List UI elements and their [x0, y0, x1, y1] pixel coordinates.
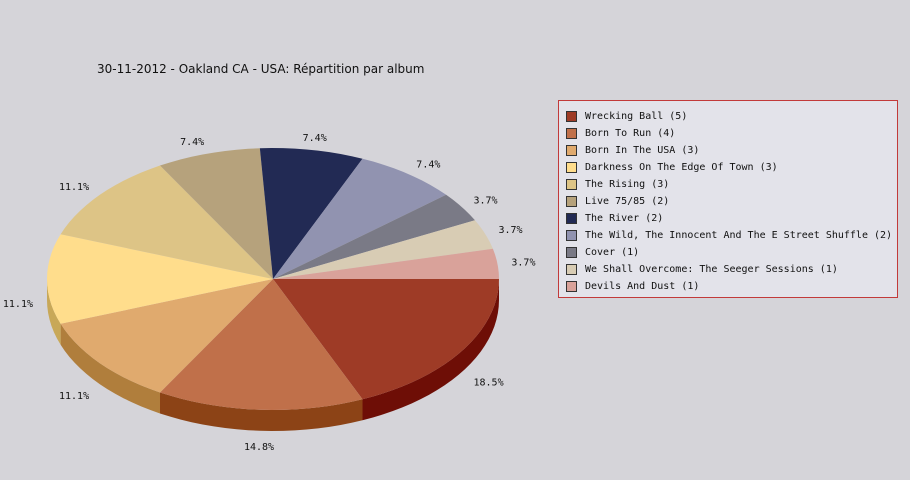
- legend-item-0: Wrecking Ball (5): [566, 108, 897, 125]
- pie-percent-label-9: 3.7%: [499, 225, 523, 236]
- pie-slice-2[interactable]: [60, 279, 273, 393]
- pie-slice-4[interactable]: [60, 165, 273, 279]
- legend-item-9: We Shall Overcome: The Seeger Sessions (…: [566, 261, 897, 278]
- legend-label-5: Live 75/85 (2): [585, 196, 670, 207]
- legend-label-10: Devils And Dust (1): [585, 281, 700, 292]
- pie-percent-label-8: 3.7%: [474, 195, 498, 206]
- legend-label-7: The Wild, The Innocent And The E Street …: [585, 230, 893, 241]
- pie-side-0: [362, 279, 499, 421]
- legend-swatch-0: [566, 111, 577, 122]
- legend-label-1: Born To Run (4): [585, 128, 676, 139]
- legend-item-5: Live 75/85 (2): [566, 193, 897, 210]
- pie-slice-9[interactable]: [273, 220, 493, 279]
- pie-percent-label-4: 11.1%: [59, 182, 89, 193]
- pie-percent-label-6: 7.4%: [303, 133, 327, 144]
- legend-item-1: Born To Run (4): [566, 125, 897, 142]
- legend-item-10: Devils And Dust (1): [566, 278, 897, 295]
- pie-percent-label-0: 18.5%: [474, 378, 504, 389]
- pie-slice-3[interactable]: [47, 234, 273, 324]
- pie-side-1: [160, 392, 363, 431]
- legend-swatch-4: [566, 179, 577, 190]
- legend-label-9: We Shall Overcome: The Seeger Sessions (…: [585, 264, 838, 275]
- legend-item-6: The River (2): [566, 210, 897, 227]
- pie-depth: [47, 279, 499, 431]
- pie-slices: [47, 148, 499, 410]
- pie-side-2: [60, 323, 160, 414]
- legend-label-8: Cover (1): [585, 247, 640, 258]
- pie-percent-label-10: 3.7%: [511, 257, 535, 268]
- legend-item-3: Darkness On The Edge Of Town (3): [566, 159, 897, 176]
- legend-swatch-8: [566, 247, 577, 258]
- legend-item-7: The Wild, The Innocent And The E Street …: [566, 227, 897, 244]
- legend-label-2: Born In The USA (3): [585, 145, 700, 156]
- legend-label-6: The River (2): [585, 213, 664, 224]
- pie-slice-8[interactable]: [273, 194, 475, 279]
- legend-item-4: The Rising (3): [566, 176, 897, 193]
- legend-swatch-5: [566, 196, 577, 207]
- pie-percent-label-1: 14.8%: [244, 442, 274, 453]
- pie-slice-5[interactable]: [160, 148, 273, 279]
- pie-slice-6[interactable]: [259, 148, 363, 279]
- pie-percent-label-3: 11.1%: [3, 299, 33, 310]
- chart-title: 30-11-2012 - Oakland CA - USA: Répartiti…: [97, 62, 425, 76]
- legend-swatch-3: [566, 162, 577, 173]
- pie-percent-labels: 18.5% 14.8% 11.1% 11.1% 11.1% 7.4% 7.4% 7.4% 3.7…: [3, 133, 536, 453]
- legend-label-3: Darkness On The Edge Of Town (3): [585, 162, 778, 173]
- pie-slice-1[interactable]: [160, 279, 363, 410]
- legend-item-2: Born In The USA (3): [566, 142, 897, 159]
- legend-item-8: Cover (1): [566, 244, 897, 261]
- pie-slice-10[interactable]: [273, 248, 499, 279]
- legend-swatch-7: [566, 230, 577, 241]
- pie-percent-label-5: 7.4%: [180, 137, 204, 148]
- legend-swatch-10: [566, 281, 577, 292]
- pie-side-3: [47, 279, 61, 345]
- legend-label-0: Wrecking Ball (5): [585, 111, 688, 122]
- legend-label-4: The Rising (3): [585, 179, 670, 190]
- legend-swatch-9: [566, 264, 577, 275]
- pie-percent-label-7: 7.4%: [416, 159, 440, 170]
- pie-slice-0[interactable]: [273, 279, 499, 400]
- legend-swatch-6: [566, 213, 577, 224]
- pie-slice-7[interactable]: [273, 158, 447, 279]
- pie-percent-label-2: 11.1%: [59, 391, 89, 402]
- legend-swatch-1: [566, 128, 577, 139]
- legend-swatch-2: [566, 145, 577, 156]
- legend: Wrecking Ball (5) Born To Run (4) Born In …: [558, 100, 898, 298]
